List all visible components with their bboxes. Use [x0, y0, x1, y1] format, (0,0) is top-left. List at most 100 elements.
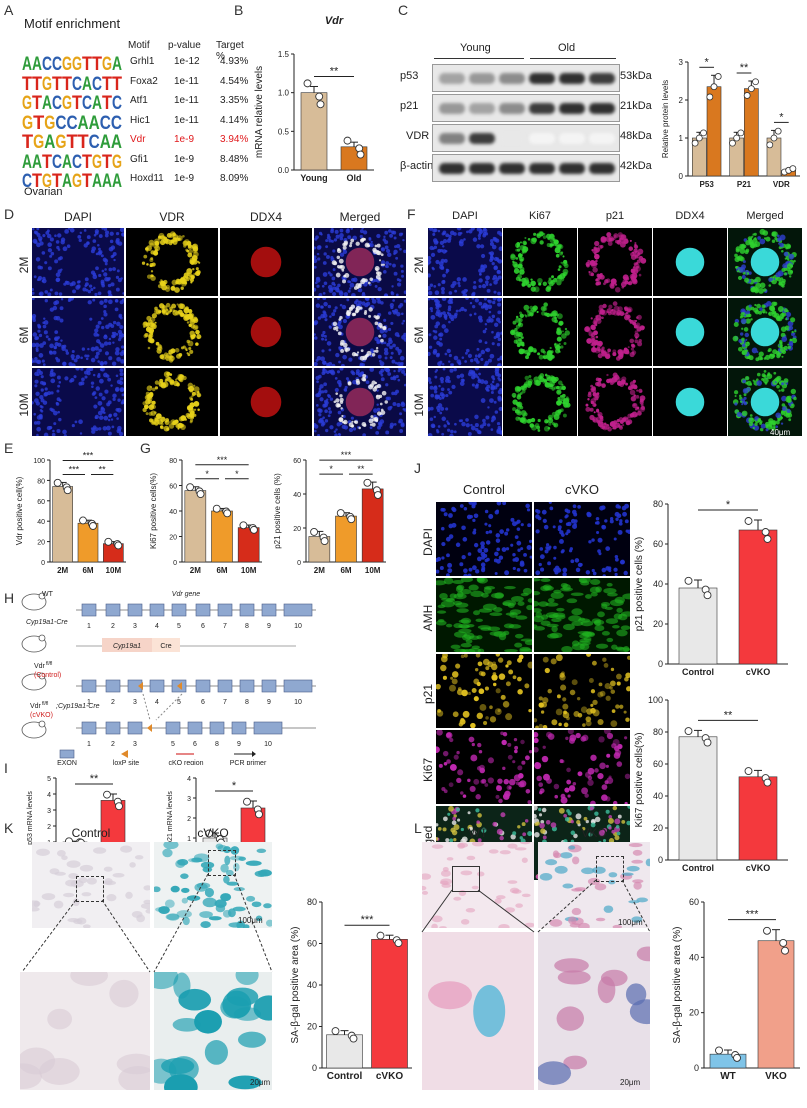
nucleus: [469, 301, 473, 305]
stained-cell: [538, 1061, 572, 1085]
zoom-line: [101, 899, 151, 973]
signal-spot: [556, 389, 562, 395]
data-point: [315, 92, 324, 101]
cell: [136, 914, 145, 923]
signal-spot: [355, 307, 359, 311]
nucleus: [322, 261, 327, 265]
signal-spot: [543, 378, 547, 382]
signal-spot: [775, 425, 779, 429]
data-point: [79, 516, 87, 525]
nucleus: [350, 416, 354, 420]
nucleus: [345, 377, 349, 381]
nucleus: [326, 364, 331, 366]
nucleus: [485, 275, 490, 281]
signal-spot: [502, 766, 506, 771]
stained-cell: [594, 883, 607, 891]
signal-spot: [551, 625, 558, 633]
signal-spot: [788, 275, 792, 278]
signal-spot: [517, 765, 523, 771]
signal-spot: [452, 711, 459, 718]
signal-spot: [182, 240, 188, 246]
signal-spot: [496, 785, 502, 792]
signal-spot: [626, 314, 631, 320]
data-point: [376, 931, 385, 940]
nucleus: [401, 274, 405, 278]
signal-spot: [436, 580, 447, 586]
signal-spot: [602, 839, 607, 843]
signal-spot: [636, 314, 642, 320]
signal-spot: [176, 235, 183, 242]
signal-spot: [542, 235, 547, 239]
nucleus: [75, 368, 80, 371]
signal-spot: [447, 812, 451, 816]
signal-spot: [547, 688, 552, 694]
nucleus: [465, 418, 469, 422]
signal-spot: [524, 819, 529, 823]
signal-spot: [566, 716, 570, 721]
cell: [61, 855, 68, 861]
x-tick-label: WT: [720, 1071, 736, 1082]
signal-spot: [739, 400, 743, 403]
signal-spot: [734, 253, 738, 258]
signal-spot: [563, 259, 568, 264]
signal-spot: [565, 736, 569, 741]
nucleus: [331, 281, 336, 286]
nucleus: [329, 425, 334, 430]
signal-spot: [618, 613, 628, 621]
nucleus: [456, 277, 462, 282]
nucleus: [430, 423, 436, 429]
exon-box: [261, 679, 277, 693]
signal-spot: [147, 399, 153, 404]
signal-spot: [761, 373, 766, 378]
nucleus: [100, 362, 104, 366]
nucleus: [388, 311, 392, 315]
signal-spot: [436, 823, 439, 827]
nucleus: [492, 415, 496, 419]
nucleus: [315, 404, 319, 407]
signal-spot: [151, 387, 156, 392]
signal-spot: [603, 587, 617, 594]
micrograph: [314, 228, 406, 296]
nucleus: [326, 341, 332, 346]
signal-spot: [541, 807, 547, 813]
signal-spot: [547, 733, 555, 740]
panelJ-col-label: cVKO: [565, 482, 599, 497]
nucleus: [116, 356, 121, 362]
motif-pvalue: 1e-12: [174, 56, 200, 67]
signal-spot: [570, 830, 576, 836]
micrograph: [32, 228, 124, 296]
nucleus: [483, 547, 489, 553]
nucleus: [492, 300, 496, 305]
nucleus: [391, 309, 395, 313]
nucleus: [526, 545, 532, 551]
micrograph: [578, 368, 652, 436]
nucleus: [376, 339, 381, 344]
nucleus: [440, 526, 445, 531]
signal-spot: [624, 736, 628, 740]
nucleus: [384, 230, 389, 235]
nucleus: [369, 368, 375, 372]
exon-number: 5: [177, 699, 181, 706]
exon-number: 10: [294, 699, 302, 706]
motif-pvalue: 1e-11: [174, 114, 199, 126]
logo-letter: T: [72, 93, 82, 112]
nucleus: [467, 431, 472, 436]
nucleus: [390, 291, 395, 296]
y-tick-label: 100: [33, 458, 45, 465]
signal-spot: [510, 834, 516, 840]
signal-spot: [788, 253, 795, 260]
signal-spot: [584, 793, 589, 798]
signal-spot: [382, 263, 385, 266]
signal-spot: [758, 310, 763, 315]
nucleus: [439, 264, 444, 270]
stained-cell: [223, 875, 230, 884]
nucleus: [436, 300, 440, 304]
blot-protein-label: p53: [400, 70, 419, 82]
nucleus: [571, 509, 577, 515]
nucleus: [53, 346, 57, 350]
nucleus: [496, 502, 502, 506]
nucleus: [104, 230, 110, 235]
nucleus: [36, 368, 41, 374]
nucleus: [375, 430, 380, 435]
signal-spot: [783, 345, 788, 350]
